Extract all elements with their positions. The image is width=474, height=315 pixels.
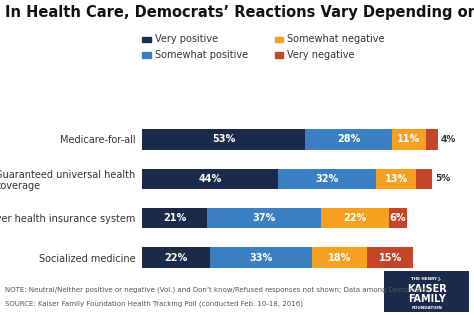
Text: 32%: 32% [315, 174, 339, 184]
Text: Very positive: Very positive [155, 34, 218, 44]
Text: 6%: 6% [390, 213, 406, 223]
Bar [392, 129, 426, 150]
Text: 33%: 33% [249, 253, 273, 262]
Bar [278, 169, 376, 189]
Text: KAISER: KAISER [407, 284, 447, 294]
Bar [389, 208, 407, 228]
Text: 22%: 22% [164, 253, 188, 262]
Bar [311, 247, 367, 268]
Text: 4%: 4% [441, 135, 456, 144]
Text: 13%: 13% [385, 174, 408, 184]
Text: Very negative: Very negative [287, 50, 355, 60]
Bar [142, 169, 278, 189]
Text: 15%: 15% [379, 253, 402, 262]
Text: Somewhat negative: Somewhat negative [287, 34, 385, 44]
Text: 5%: 5% [435, 174, 450, 183]
Text: 22%: 22% [343, 213, 366, 223]
Text: 18%: 18% [328, 253, 351, 262]
Text: 44%: 44% [198, 174, 222, 184]
Bar [416, 169, 432, 189]
Text: NOTE: Neutral/Neither positive or negative (Vol.) and Don’t know/Refused respons: NOTE: Neutral/Neither positive or negati… [5, 287, 427, 293]
Bar [142, 129, 305, 150]
Text: 37%: 37% [252, 213, 275, 223]
Bar [142, 247, 210, 268]
Text: 11%: 11% [397, 135, 420, 144]
Bar [210, 247, 311, 268]
Text: THE HENRY J.: THE HENRY J. [411, 277, 442, 281]
Text: SOURCE: Kaiser Family Foundation Health Tracking Poll (conducted Feb. 10-18, 201: SOURCE: Kaiser Family Foundation Health … [5, 301, 303, 307]
Text: Somewhat positive: Somewhat positive [155, 50, 247, 60]
Text: In Health Care, Democrats’ Reactions Vary Depending on Labeling: In Health Care, Democrats’ Reactions Var… [5, 5, 474, 20]
Bar [376, 169, 416, 189]
Bar [305, 129, 392, 150]
Text: FAMILY: FAMILY [408, 294, 446, 304]
Text: 28%: 28% [337, 135, 360, 144]
Text: 53%: 53% [212, 135, 236, 144]
Bar [142, 208, 207, 228]
Text: FOUNDATION: FOUNDATION [411, 306, 442, 310]
Bar [321, 208, 389, 228]
Bar [367, 247, 413, 268]
Bar [426, 129, 438, 150]
Bar [207, 208, 321, 228]
Text: 21%: 21% [163, 213, 186, 223]
